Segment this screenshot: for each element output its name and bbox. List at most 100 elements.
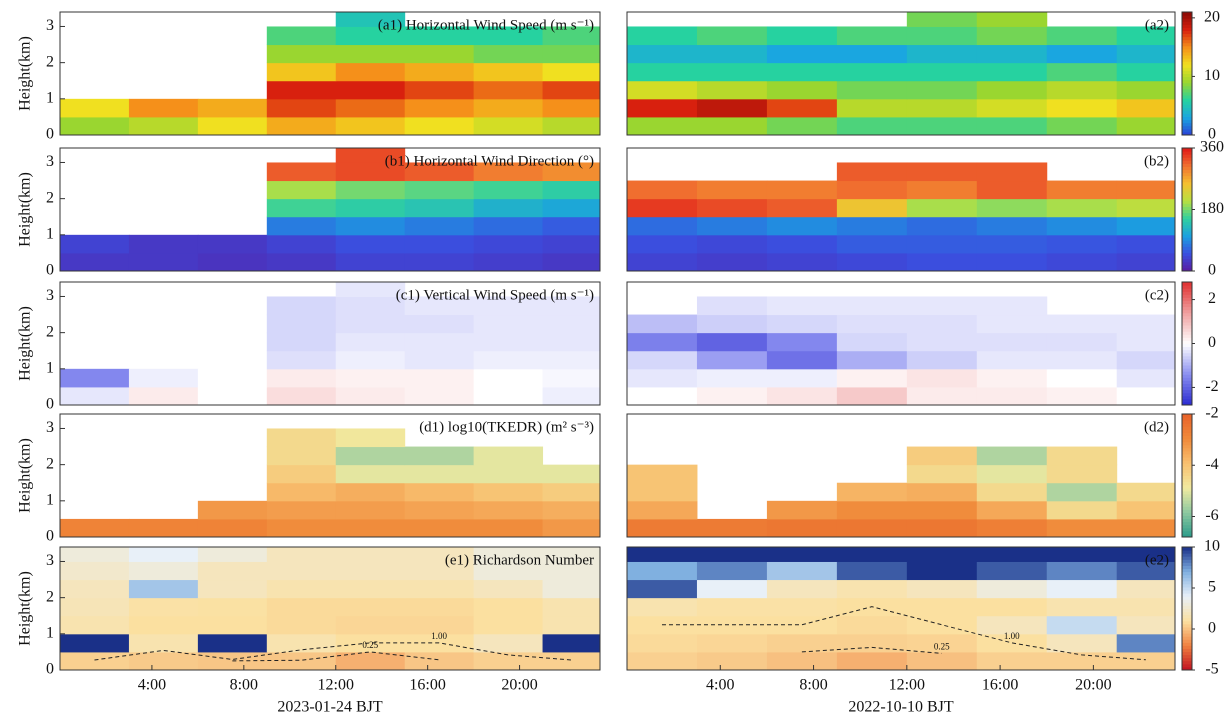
panel-frame: [59, 413, 601, 538]
heat-cell: [128, 368, 199, 388]
heat-cell: [696, 633, 768, 653]
colorbar-step: [1182, 291, 1192, 295]
colorbar-step: [1182, 98, 1192, 102]
heat-cell: [473, 633, 544, 653]
heat-cell: [696, 234, 768, 254]
x-tick-label: 12:00: [889, 677, 925, 694]
heat-cell: [836, 252, 908, 272]
heat-cell: [197, 368, 268, 388]
heat-cell: [335, 518, 406, 538]
colorbar-step: [1182, 645, 1192, 649]
panel-title: (d2): [1144, 419, 1169, 435]
heat-cell: [335, 148, 406, 163]
colorbar-step: [1182, 178, 1192, 183]
heat-cell: [473, 162, 544, 182]
colorbar-step: [1182, 119, 1192, 124]
heat-cell: [266, 518, 337, 538]
colorbar-step: [1182, 398, 1192, 403]
heat-cell: [1116, 579, 1176, 599]
panel-title: (b1) Horizontal Wind Direction (°): [385, 153, 594, 169]
y-axis-label: Height(km): [17, 172, 34, 247]
heat-cell: [335, 350, 406, 370]
heat-cell: [976, 579, 1048, 599]
colorbar-step: [1182, 243, 1192, 247]
heat-cell: [473, 98, 544, 118]
y-axis-label: Height(km): [17, 36, 34, 111]
heat-cell: [266, 314, 337, 334]
heat-cell: [197, 518, 268, 538]
colorbar-step: [1182, 21, 1192, 25]
heat-cell: [335, 12, 406, 27]
heat-cell: [906, 296, 978, 316]
heat-cell: [766, 234, 838, 254]
colorbar-step: [1182, 73, 1192, 78]
heat-cell: [976, 162, 1048, 182]
heat-cell: [404, 216, 475, 236]
heat-cell: [404, 547, 475, 562]
colorbar-step: [1182, 361, 1192, 366]
colorbar-step: [1182, 562, 1192, 566]
heat-cell: [906, 446, 978, 466]
colorbar-step: [1182, 42, 1192, 47]
heat-cell: [60, 561, 130, 581]
colorbar-step: [1182, 614, 1192, 619]
y-tick-label: 1: [46, 359, 54, 376]
colorbar-step: [1182, 101, 1192, 105]
heat-cell: [404, 62, 475, 82]
heat-cell: [696, 80, 768, 100]
colorbar-step: [1182, 460, 1192, 464]
colorbar-step: [1182, 469, 1192, 473]
heat-cell: [404, 80, 475, 100]
colorbar-step: [1182, 104, 1192, 108]
y-axis-label: Height(km): [17, 306, 34, 381]
colorbar-step: [1182, 571, 1192, 576]
heat-cell: [1046, 651, 1118, 671]
heat-cell: [128, 597, 199, 617]
colorbar-step: [1182, 91, 1192, 96]
colorbar-step: [1182, 184, 1192, 189]
heat-cell: [766, 314, 838, 334]
colorbar-step: [1182, 88, 1192, 93]
heat-cell: [266, 98, 337, 118]
heat-cell: [335, 561, 406, 581]
heat-cell: [627, 518, 698, 538]
heat-cell: [473, 332, 544, 352]
colorbar-step: [1182, 512, 1192, 516]
heat-cell: [836, 198, 908, 218]
heat-cell: [1046, 62, 1118, 82]
heat-cell: [60, 234, 130, 254]
heat-cell: [542, 518, 601, 538]
heat-cell: [542, 368, 601, 388]
heat-cell: [473, 597, 544, 617]
colorbar-step: [1182, 234, 1192, 238]
colorbar-step: [1182, 550, 1192, 554]
colorbar-step: [1182, 95, 1192, 99]
heat-cell: [906, 180, 978, 200]
heat-cell: [766, 579, 838, 599]
heat-cell: [197, 386, 268, 406]
colorbar-step: [1182, 224, 1192, 229]
colorbar-label: 180: [1200, 200, 1224, 217]
heat-cell: [836, 500, 908, 520]
heat-cell: [766, 216, 838, 236]
heat-cell: [976, 98, 1048, 118]
panel-title: (e2): [1145, 552, 1169, 568]
heat-cell: [627, 350, 698, 370]
colorbar-step: [1182, 288, 1192, 292]
heat-cell: [976, 44, 1048, 64]
heat-cell: [1046, 579, 1118, 599]
heat-cell: [1116, 368, 1176, 388]
heat-cell: [542, 162, 601, 182]
heat-cell: [836, 518, 908, 538]
heat-cell: [335, 234, 406, 254]
heat-cell: [906, 368, 978, 388]
y-tick-label: 3: [46, 419, 54, 436]
heat-cell: [404, 314, 475, 334]
colorbar-step: [1182, 76, 1192, 81]
heat-cell: [696, 26, 768, 46]
heat-cell: [1046, 234, 1118, 254]
colorbar-label: -2: [1205, 378, 1218, 395]
colorbar-step: [1182, 484, 1192, 489]
x-tick-label: 8:00: [799, 677, 827, 694]
panel-frame: [626, 413, 1176, 538]
